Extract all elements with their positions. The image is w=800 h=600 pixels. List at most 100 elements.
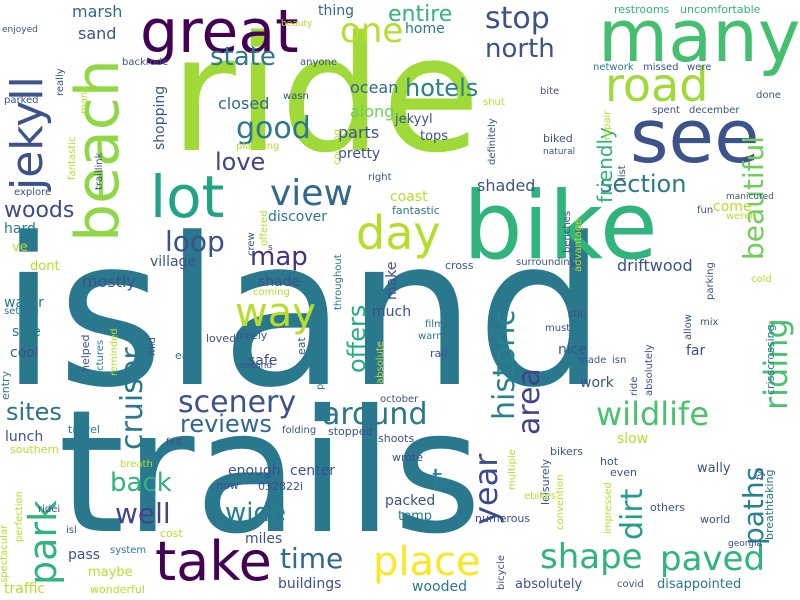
word: wooded: [412, 579, 467, 595]
word: offers: [343, 304, 371, 373]
word: missed: [643, 62, 679, 73]
word: nice: [558, 342, 588, 358]
word: numerous: [475, 512, 531, 525]
word: view: [270, 173, 353, 214]
word: uncomfortable: [680, 3, 761, 16]
word: even: [610, 466, 638, 479]
word: now: [216, 479, 239, 492]
word: buildings: [278, 576, 342, 592]
word: spent: [652, 105, 680, 116]
word: convention: [555, 474, 566, 530]
word: world: [700, 513, 731, 526]
word: well: [115, 497, 171, 530]
word: enjoyed: [2, 25, 38, 35]
word: throughout: [333, 254, 344, 310]
word: breathtaking: [763, 469, 776, 541]
word: restrooms: [614, 3, 670, 16]
word: entry: [0, 370, 12, 400]
word: reviews: [180, 410, 272, 438]
word: s: [268, 243, 273, 253]
word: work: [580, 375, 614, 391]
word: packed: [385, 493, 436, 509]
word: jekyll: [2, 76, 53, 190]
word: pictures: [95, 339, 106, 380]
word: planning: [236, 141, 280, 152]
word: natural: [543, 147, 576, 157]
word: wrote: [392, 451, 424, 464]
word: freely: [236, 329, 268, 342]
word: fyi: [755, 467, 766, 480]
word: side: [12, 324, 41, 340]
word: area: [512, 368, 547, 435]
word: along: [350, 102, 395, 121]
word: time: [280, 542, 344, 575]
word: cross: [445, 259, 474, 272]
word: shopping: [152, 85, 168, 150]
word: loved: [206, 332, 237, 345]
word: helped: [79, 334, 92, 372]
word: bite: [540, 86, 560, 97]
word: fun: [697, 205, 714, 216]
word: bike: [463, 172, 658, 281]
word: repair: [602, 110, 613, 140]
word: cold: [751, 274, 772, 285]
word: fantastic: [67, 136, 78, 180]
word: second: [240, 361, 273, 371]
word: marsh: [72, 2, 123, 21]
word: pass: [68, 547, 101, 563]
word: ridei: [38, 504, 61, 515]
word: beauty: [281, 19, 313, 29]
word: home: [405, 21, 445, 37]
word: map: [250, 242, 308, 272]
word: ebikes: [524, 491, 557, 502]
word: traillink: [94, 152, 105, 190]
word: crisscrossing: [764, 324, 777, 395]
word: pretty: [338, 146, 381, 162]
word: ve: [12, 240, 28, 255]
word: manicured: [726, 192, 774, 202]
word: done: [756, 90, 781, 101]
word: were: [687, 62, 712, 73]
word: backrode: [122, 57, 169, 68]
word: wide: [225, 498, 286, 528]
word: center: [290, 463, 336, 479]
word: wally: [697, 461, 731, 476]
word: parts: [338, 123, 380, 142]
word: coast: [390, 189, 428, 205]
word: biked: [543, 132, 573, 145]
word: absolutely: [515, 577, 583, 592]
word: miles: [245, 531, 283, 547]
word: paved: [660, 539, 766, 579]
word: dirt: [615, 488, 650, 540]
word: hotels: [405, 74, 479, 102]
word: wildlife: [596, 395, 709, 433]
word: cooling: [332, 129, 343, 165]
word: many: [598, 0, 800, 78]
word: anyone: [300, 57, 337, 68]
word: reminded: [109, 328, 120, 376]
word: perfectly: [315, 345, 326, 390]
word: network: [593, 62, 634, 73]
word: list: [617, 165, 628, 180]
word: advantage: [573, 218, 584, 272]
word: spectacular: [0, 524, 10, 583]
word: december: [689, 105, 740, 116]
word: crew: [246, 232, 257, 256]
word: ride: [629, 376, 640, 396]
word: cruiser: [115, 347, 150, 450]
word: fantastic: [392, 204, 440, 217]
word: back: [110, 468, 172, 498]
word: warmer: [418, 331, 457, 342]
word: stopped: [328, 425, 373, 438]
word: perfection: [14, 491, 25, 542]
word: loop: [165, 225, 225, 258]
word: parking: [705, 262, 716, 300]
word: road: [605, 58, 709, 112]
word: north: [485, 34, 555, 64]
word: section: [600, 170, 687, 198]
word: film: [425, 319, 444, 330]
word: entire: [388, 2, 453, 27]
word: thing: [318, 3, 355, 19]
word: way: [235, 290, 316, 336]
word: discover: [268, 209, 327, 225]
